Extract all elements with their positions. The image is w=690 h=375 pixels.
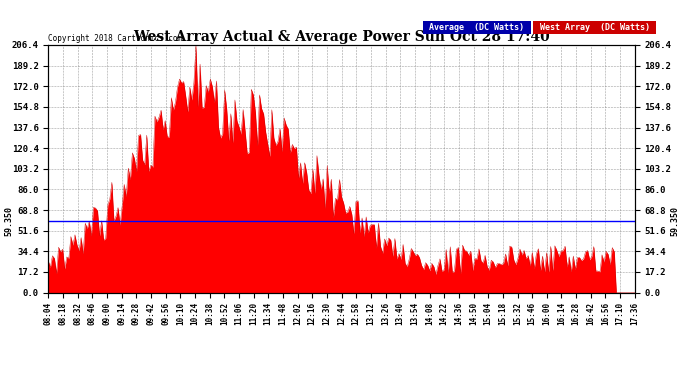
Text: West Array  (DC Watts): West Array (DC Watts) [535, 23, 655, 32]
Text: Copyright 2018 Cartronics.com: Copyright 2018 Cartronics.com [48, 33, 182, 42]
Text: Average  (DC Watts): Average (DC Watts) [424, 23, 529, 32]
Title: West Array Actual & Average Power Sun Oct 28 17:40: West Array Actual & Average Power Sun Oc… [133, 30, 550, 44]
Text: 59.350: 59.350 [670, 206, 679, 236]
Text: 59.350: 59.350 [4, 206, 13, 236]
